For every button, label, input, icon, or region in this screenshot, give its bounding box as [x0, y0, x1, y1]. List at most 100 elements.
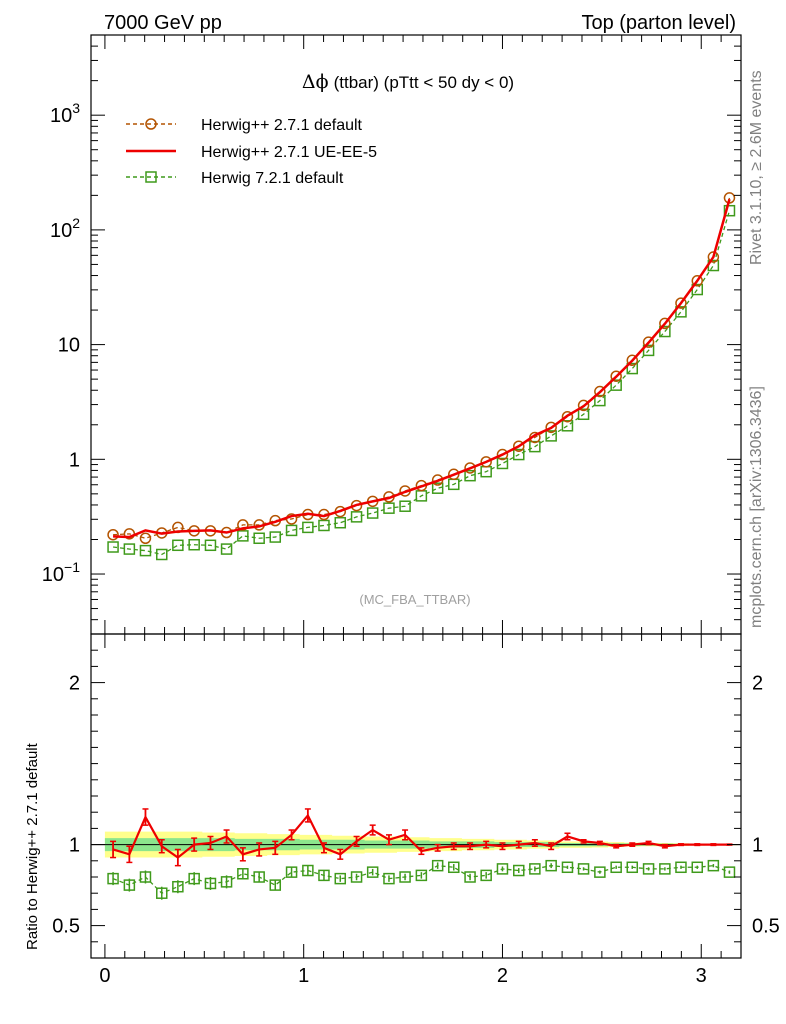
ratio-y-axis: 0.5 0.5 1 1 2 2: [52, 633, 780, 959]
point-herwigpp-default: [659, 317, 671, 330]
point-herwigpp-default: [642, 336, 655, 348]
ratio-point-herwig7: [464, 871, 476, 883]
main-y-tick-base: 10: [50, 220, 72, 242]
ratio-point-herwig7: [561, 861, 574, 874]
point-herwig7: [139, 544, 152, 557]
ratio-point-herwig7: [156, 887, 168, 899]
ratio-y-tick-label-right: 0.5: [752, 916, 780, 938]
ratio-x-tick-label: 0: [99, 965, 110, 987]
point-herwig7: [302, 521, 314, 534]
point-herwigpp-default: [675, 297, 687, 309]
main-y-tick-label: 10−1: [42, 559, 80, 586]
point-herwigpp-default: [237, 519, 249, 531]
point-herwigpp-default: [691, 275, 704, 287]
point-herwig7: [577, 408, 590, 421]
point-herwig7: [675, 306, 687, 318]
point-herwigpp-default: [626, 354, 639, 367]
mcplots-label: mcplots.cern.ch [arXiv:1306.3436]: [748, 386, 765, 628]
point-herwig7: [431, 482, 444, 494]
ratio-point-herwig7: [723, 866, 736, 878]
point-herwig7: [204, 539, 217, 552]
point-herwig7: [107, 541, 119, 553]
ratio-point-herwig7: [318, 869, 330, 882]
ratio-point-herwig7: [172, 880, 184, 893]
ratio-point-herwig7: [366, 866, 379, 878]
point-herwig7: [561, 420, 574, 432]
ratio-y-tick-label: 2: [69, 673, 80, 695]
ratio-point-herwig7: [707, 859, 720, 872]
point-herwigpp-default: [561, 410, 574, 423]
point-herwig7: [285, 524, 298, 537]
point-herwig7: [383, 502, 395, 514]
ratio-point-herwig7: [188, 872, 200, 885]
point-herwig7: [594, 394, 606, 407]
main-y-tick-label: 103: [50, 100, 80, 127]
ratio-point-herwig7: [545, 859, 557, 872]
legend-label-herwigpp-ueee5: Herwig++ 2.7.1 UE-EE-5: [201, 144, 377, 161]
ratio-point-herwig7: [204, 877, 217, 890]
ratio-point-herwig7: [302, 864, 314, 877]
legend-entry-herwigpp-default: Herwig++ 2.7.1 default: [126, 117, 363, 134]
ratio-frame: [90, 633, 742, 959]
point-herwig7: [350, 511, 363, 523]
point-herwig7: [123, 543, 136, 555]
ratio-point-herwig7: [675, 861, 687, 874]
ratio-point-herwig7: [253, 871, 265, 883]
point-herwig7: [220, 543, 233, 555]
main-y-tick-label: 1: [69, 449, 80, 471]
main-chart-title: Δϕ (ttbar) (pTtt < 50 dy < 0): [302, 71, 514, 93]
point-herwigpp-default: [496, 448, 509, 461]
ratio-point-herwig7: [334, 872, 347, 885]
ratio-point-herwig7: [139, 871, 152, 883]
point-herwig7: [334, 516, 347, 529]
ratio-point-herwig7: [237, 868, 249, 880]
main-data-marks: [107, 192, 736, 561]
point-herwigpp-default: [448, 468, 460, 481]
ratio-panel: 0.5 0.5 1 1 2 2 0 1 2 3 Ratio to Herwig++ 2.7.1 …: [24, 633, 780, 987]
rivet-version-label: Rivet 3.1.10, ≥ 2.6M events: [748, 70, 765, 265]
ratio-point-herwig7: [269, 879, 282, 891]
legend-label-herwigpp-default: Herwig++ 2.7.1 default: [201, 117, 363, 134]
ratio-point-herwig7: [350, 871, 363, 883]
ratio-y-axis-label: Ratio to Herwig++ 2.7.1 default: [24, 742, 41, 950]
point-herwig7: [529, 440, 541, 453]
ratio-point-herwig7: [659, 863, 671, 875]
ratio-point-herwig7: [123, 879, 136, 891]
main-y-tick-label: 10: [58, 335, 80, 357]
main-y-tick-base: 10: [50, 105, 72, 127]
point-herwig7: [464, 469, 476, 482]
point-herwigpp-default: [107, 528, 119, 541]
ratio-x-tick-label: 3: [696, 965, 707, 987]
ratio-point-herwig7: [626, 861, 639, 874]
ratio-point-herwig7: [285, 866, 298, 878]
point-herwig7: [723, 204, 736, 217]
point-herwig7: [156, 548, 168, 561]
point-herwigpp-default: [594, 385, 606, 398]
ratio-point-herwig7: [642, 863, 655, 875]
point-herwig7: [366, 507, 379, 519]
ratio-point-herwig7: [448, 861, 460, 874]
legend-marker-herwig7: [145, 171, 157, 183]
point-herwigpp-default: [577, 399, 590, 412]
point-herwig7: [172, 539, 184, 552]
legend-entry-herwigpp-ueee5: Herwig++ 2.7.1 UE-EE-5: [126, 144, 377, 161]
point-herwigpp-default: [480, 456, 492, 468]
ratio-point-herwig7: [594, 866, 606, 878]
point-herwigpp-default: [545, 421, 557, 434]
series-line-herwigpp-ueee5: [113, 198, 731, 539]
ratio-x-tick-label: 2: [497, 965, 508, 987]
ratio-point-herwig7: [691, 861, 704, 874]
main-y-tick-label: 102: [50, 215, 80, 242]
main-y-tick-exponent: −1: [64, 559, 80, 575]
ratio-point-herwig7: [577, 863, 590, 875]
main-y-tick-exponent: 2: [72, 215, 80, 231]
ratio-point-herwig7: [529, 863, 541, 875]
point-herwig7: [237, 530, 249, 542]
point-herwig7: [642, 344, 655, 357]
point-herwig7: [496, 457, 509, 470]
point-herwig7: [659, 325, 671, 338]
ratio-point-herwig7: [496, 863, 509, 875]
legend-label-herwig7: Herwig 7.2.1 default: [201, 170, 344, 187]
ratio-y-tick-label: 1: [69, 835, 80, 857]
